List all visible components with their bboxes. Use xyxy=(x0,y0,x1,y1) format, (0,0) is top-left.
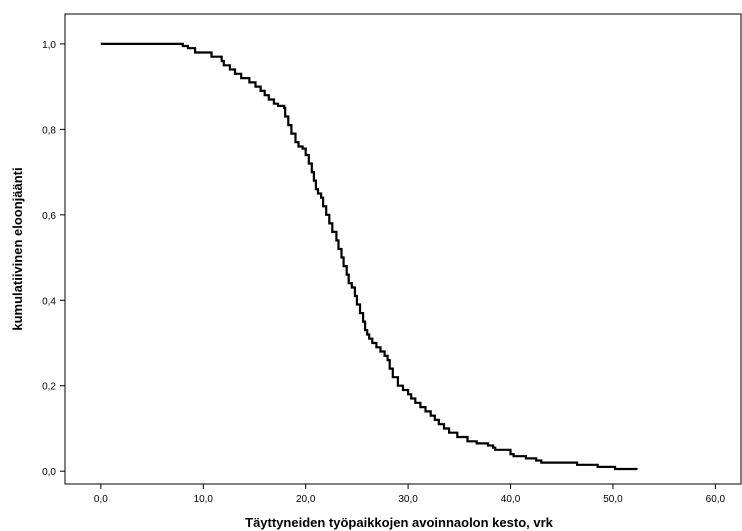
x-tick-label: 50,0 xyxy=(603,494,623,505)
y-tick-label: 0,6 xyxy=(42,211,56,222)
y-axis-title: kumulatiivinen eloonjäänti xyxy=(10,167,25,330)
x-tick-label: 10,0 xyxy=(194,494,214,505)
y-tick-label: 1,0 xyxy=(42,40,56,51)
x-axis-title: Täyttyneiden työpaikkojen avoinnaolon ke… xyxy=(245,515,554,530)
x-tick-labels: 0,0 10,0 20,0 30,0 40,0 50,0 60,0 xyxy=(94,494,726,505)
x-tick-label: 0,0 xyxy=(94,494,108,505)
y-tick-label: 0,2 xyxy=(42,382,56,393)
x-tick-label: 20,0 xyxy=(296,494,316,505)
x-tick-label: 40,0 xyxy=(501,494,521,505)
axis-ticks xyxy=(60,43,716,489)
y-tick-labels: 0,0 0,2 0,4 0,6 0,8 1,0 xyxy=(42,40,56,478)
survival-step-line xyxy=(100,42,638,471)
y-tick-label: 0,8 xyxy=(42,125,56,136)
plot-area xyxy=(64,13,742,485)
x-tick-label: 60,0 xyxy=(706,494,726,505)
x-tick-label: 30,0 xyxy=(398,494,418,505)
y-tick-label: 0,4 xyxy=(42,296,56,307)
y-tick-label: 0,0 xyxy=(42,467,56,478)
